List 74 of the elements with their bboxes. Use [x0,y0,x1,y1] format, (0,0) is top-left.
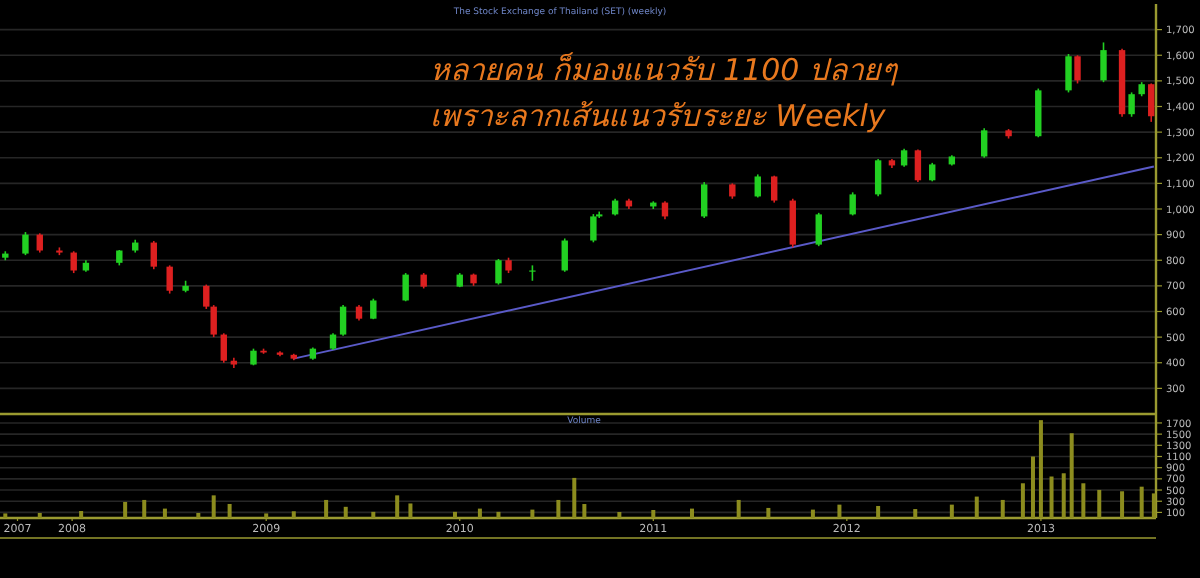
annotation: หลายคน ก็มองแนวรับ 1100 ปลายๆ [430,52,899,88]
bar [227,503,232,518]
bar [651,510,656,518]
candlestick [1074,54,1081,85]
candlestick [789,197,796,249]
bar [530,509,535,518]
bar [1000,499,1005,518]
candlestick [1035,87,1042,139]
bar [343,506,348,518]
bar [1030,456,1035,518]
candlestick [701,181,708,219]
bar [617,512,622,518]
bar [291,511,296,518]
bar [408,503,413,518]
bar [477,508,482,518]
bar [196,512,201,518]
candlestick [220,332,227,364]
bar [79,511,84,518]
annotation: เพราะลากเส้นแนวรับระยะ Weekly [430,98,888,134]
candlestick [980,127,988,159]
bar [949,504,954,518]
candlestick [874,158,882,197]
bar [1081,483,1086,518]
bar [876,505,881,518]
bar [810,509,815,518]
bar [556,499,561,518]
candlestick [590,213,597,244]
bar [974,496,979,518]
candlestick [1065,53,1072,94]
candlestick [70,250,77,274]
candlestick [402,272,409,303]
candlestick [1100,41,1107,83]
bar [1151,493,1156,518]
bar [123,501,128,518]
candlestick [771,174,778,204]
candlestick [166,264,173,295]
bar [1020,483,1025,518]
bar [395,495,400,518]
bar [37,512,42,518]
bar [1049,476,1054,518]
bar [690,508,695,518]
bar [142,499,147,518]
candlestick [339,304,347,337]
candlestick [210,304,217,338]
candlestick [754,173,761,199]
candlestick [22,231,29,256]
bar [496,511,501,518]
bar [582,504,587,518]
candlestick [914,148,922,183]
candlestick [815,212,822,247]
candlestick [150,240,157,271]
bar [1069,433,1074,518]
bar [572,477,577,518]
candlestick [849,191,856,217]
bar [837,504,842,518]
bar [162,508,167,518]
bar [1120,491,1125,518]
candlestick [495,258,502,286]
bar [452,511,457,518]
bar [736,499,741,518]
bar [1061,473,1066,518]
candlestick [203,283,210,310]
bar [1097,489,1102,518]
bar [324,499,329,518]
bar [211,495,216,518]
bar [913,509,918,518]
bar [1139,486,1144,518]
bar [371,511,376,518]
candlestick [561,237,568,273]
candlestick [929,162,936,183]
candlestick [1128,91,1135,118]
candlestick [36,232,43,254]
bar [766,507,771,518]
bar [1038,420,1043,518]
